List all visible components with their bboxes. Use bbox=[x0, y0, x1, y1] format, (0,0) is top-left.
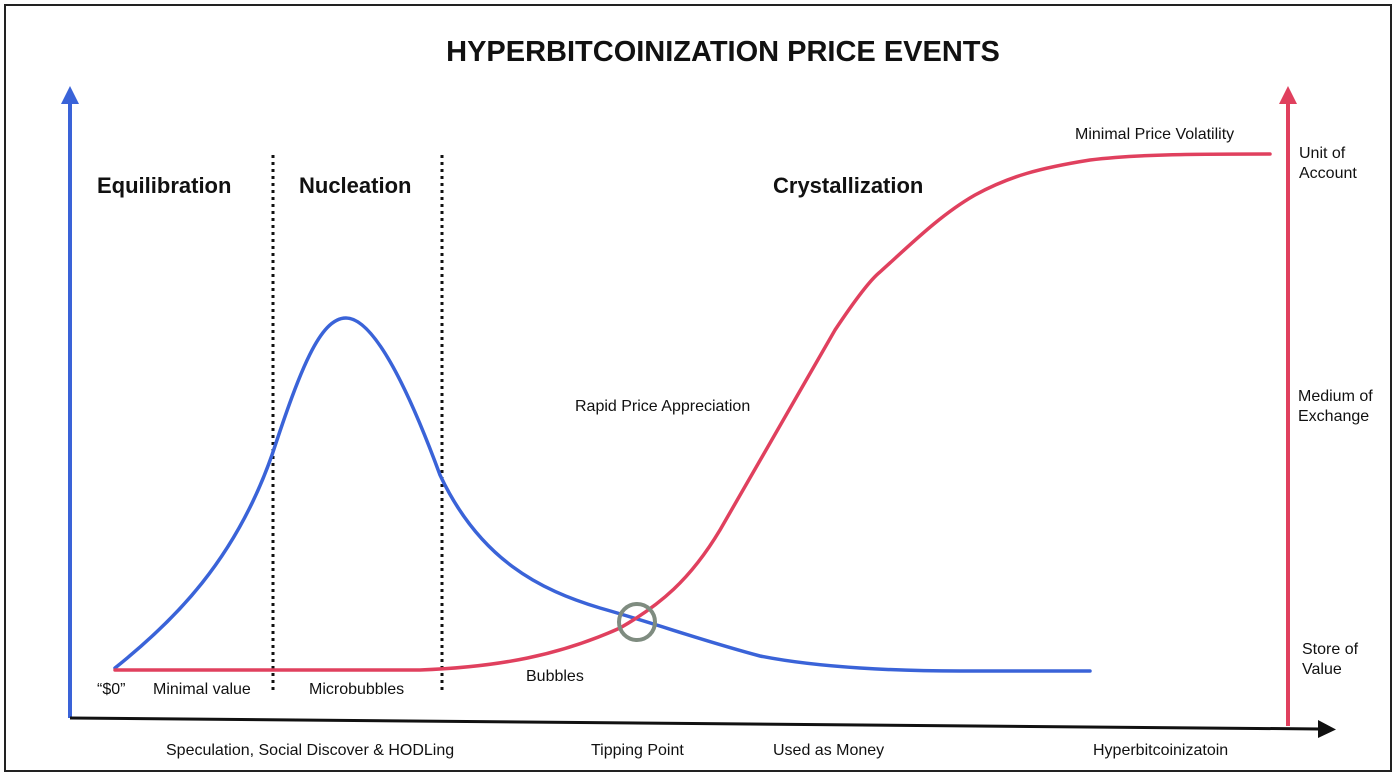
right-label-medium-of-exchange-line1: Medium of bbox=[1298, 388, 1373, 405]
bottom-axis bbox=[69, 716, 1321, 731]
diagram-frame bbox=[4, 4, 1392, 772]
annotation-minimal-value: Minimal value bbox=[153, 681, 251, 698]
right-label-unit-of-account-line1: Unit of bbox=[1299, 145, 1346, 162]
annotation-microbubbles: Microbubbles bbox=[309, 681, 404, 698]
annotation-zero: “$0” bbox=[97, 681, 125, 698]
x-axis-label-tipping-point: Tipping Point bbox=[591, 742, 684, 759]
tipping-point-circle bbox=[617, 602, 657, 642]
right-label-store-of-value-line2: Value bbox=[1302, 661, 1342, 678]
bottom-axis-arrow-icon bbox=[1318, 720, 1336, 738]
diagram-title: HYPERBITCOINIZATION PRICE EVENTS bbox=[446, 36, 1000, 68]
right-axis-arrow-icon bbox=[1279, 86, 1297, 104]
x-axis-label-hyperbitcoinization: Hyperbitcoinizatoin bbox=[1093, 742, 1228, 759]
phase-label-equilibration: Equilibration bbox=[97, 173, 231, 198]
right-label-unit-of-account-line2: Account bbox=[1299, 165, 1357, 182]
x-axis-label-used-as-money: Used as Money bbox=[773, 742, 884, 759]
phase-label-crystallization: Crystallization bbox=[773, 173, 923, 198]
annotation-minimal-price-volatility: Minimal Price Volatility bbox=[1075, 126, 1234, 143]
right-label-medium-of-exchange-line2: Exchange bbox=[1298, 408, 1369, 425]
annotation-bubbles: Bubbles bbox=[526, 668, 584, 685]
phase-label-nucleation: Nucleation bbox=[299, 173, 411, 198]
left-axis-arrow-icon bbox=[61, 86, 79, 104]
annotation-rapid-price-appreciation: Rapid Price Appreciation bbox=[575, 398, 750, 415]
x-axis-label-speculation: Speculation, Social Discover & HODLing bbox=[166, 742, 454, 759]
blue-curve bbox=[113, 316, 1092, 673]
right-label-store-of-value-line1: Store of bbox=[1302, 641, 1359, 658]
